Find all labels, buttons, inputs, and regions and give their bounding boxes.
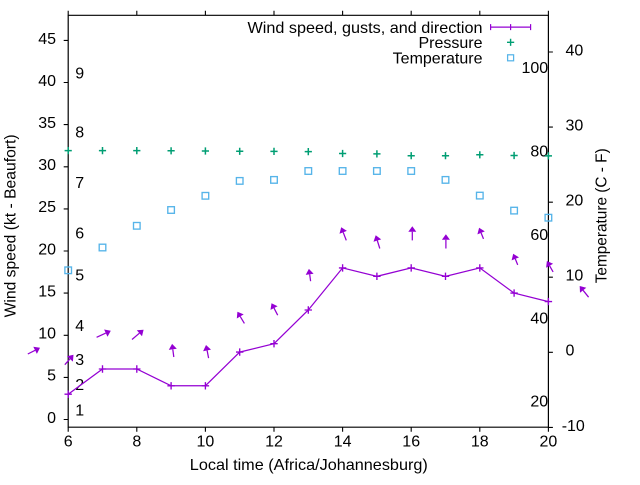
svg-text:40: 40: [530, 310, 548, 327]
svg-text:8: 8: [132, 434, 141, 451]
svg-text:5: 5: [47, 368, 56, 385]
svg-text:9: 9: [75, 65, 84, 82]
svg-text:0: 0: [47, 410, 56, 427]
svg-text:20: 20: [540, 434, 558, 451]
svg-text:20: 20: [566, 193, 584, 210]
svg-text:8: 8: [75, 124, 84, 141]
svg-text:4: 4: [75, 318, 84, 335]
svg-text:0: 0: [566, 343, 575, 360]
svg-text:25: 25: [38, 199, 56, 216]
svg-text:Local time (Africa/Johannesbur: Local time (Africa/Johannesburg): [190, 457, 428, 474]
svg-text:45: 45: [38, 31, 56, 48]
svg-text:Temperature (C - F): Temperature (C - F): [594, 148, 611, 283]
svg-text:16: 16: [402, 434, 420, 451]
svg-text:-10: -10: [562, 418, 585, 435]
svg-text:40: 40: [38, 73, 56, 90]
svg-text:1: 1: [75, 402, 84, 419]
svg-text:18: 18: [471, 434, 489, 451]
svg-text:100: 100: [521, 60, 548, 77]
svg-text:60: 60: [530, 227, 548, 244]
svg-text:14: 14: [334, 434, 352, 451]
svg-text:80: 80: [530, 144, 548, 161]
svg-text:10: 10: [38, 326, 56, 343]
svg-text:10: 10: [197, 434, 215, 451]
svg-text:Wind speed, gusts, and directi: Wind speed, gusts, and direction: [248, 20, 483, 37]
svg-text:6: 6: [75, 226, 84, 243]
svg-text:Temperature: Temperature: [393, 51, 483, 68]
svg-text:20: 20: [530, 394, 548, 411]
svg-text:6: 6: [64, 434, 73, 451]
svg-text:30: 30: [38, 157, 56, 174]
svg-text:Pressure: Pressure: [418, 35, 482, 52]
svg-text:10: 10: [566, 268, 584, 285]
svg-text:20: 20: [38, 241, 56, 258]
svg-text:Wind speed (kt - Beaufort): Wind speed (kt - Beaufort): [3, 134, 20, 317]
svg-text:15: 15: [38, 284, 56, 301]
svg-text:35: 35: [38, 115, 56, 132]
svg-text:30: 30: [566, 117, 584, 134]
svg-text:40: 40: [566, 42, 584, 59]
svg-text:5: 5: [75, 268, 84, 285]
svg-text:3: 3: [75, 352, 84, 369]
svg-text:7: 7: [75, 175, 84, 192]
svg-text:12: 12: [265, 434, 283, 451]
